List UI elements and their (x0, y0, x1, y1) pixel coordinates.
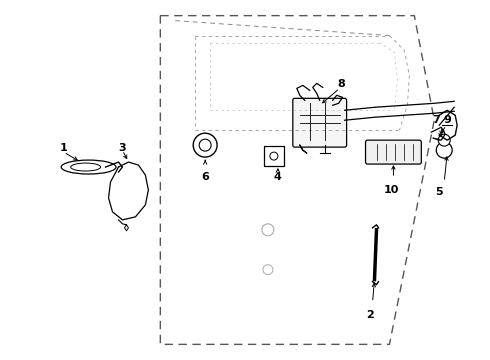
Circle shape (262, 224, 274, 236)
FancyBboxPatch shape (264, 146, 284, 166)
Text: 9: 9 (443, 115, 451, 125)
Circle shape (263, 265, 273, 275)
Text: 6: 6 (201, 172, 209, 182)
Circle shape (436, 142, 452, 158)
FancyBboxPatch shape (293, 98, 346, 147)
Text: 1: 1 (60, 143, 68, 153)
Ellipse shape (71, 163, 100, 171)
Text: 2: 2 (366, 310, 373, 320)
Circle shape (193, 133, 217, 157)
Text: 5: 5 (436, 187, 443, 197)
Text: 4: 4 (274, 172, 282, 182)
Ellipse shape (61, 160, 116, 174)
Circle shape (199, 139, 211, 151)
Text: 8: 8 (338, 79, 345, 89)
Circle shape (438, 134, 450, 146)
FancyBboxPatch shape (366, 140, 421, 164)
Text: 7: 7 (432, 115, 440, 125)
Circle shape (270, 152, 278, 160)
Text: 10: 10 (384, 185, 399, 195)
Text: 3: 3 (119, 143, 126, 153)
